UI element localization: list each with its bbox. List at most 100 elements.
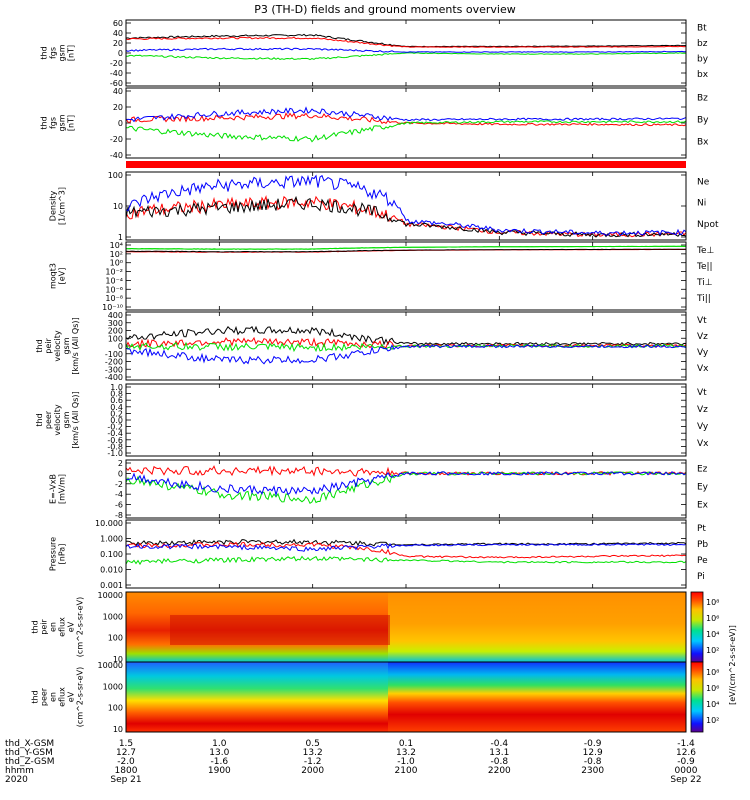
series-Bt — [125, 33, 687, 48]
orbit-value: 13.1 — [489, 748, 509, 758]
orbit-value: -1.0 — [397, 757, 415, 767]
panel-density: 100 10 1 Density [1/cm^3] Ne Ni Npot — [49, 171, 719, 242]
legend-Vx: Vx — [697, 439, 709, 449]
orbit-value: -0.8 — [491, 757, 509, 767]
series-Te|| — [125, 248, 686, 253]
orbit-value: -0.8 — [584, 757, 602, 767]
ylabel-line: thd — [40, 116, 49, 129]
legend-Bz: Bz — [697, 94, 708, 104]
legend-Vy: Vy — [697, 422, 709, 432]
panel-frame — [125, 171, 687, 241]
series-Vt — [125, 325, 687, 346]
ytick-label: 10.000 — [95, 519, 123, 528]
ytick-label: -100 — [105, 350, 123, 359]
date-end: Sep 22 — [670, 775, 701, 785]
series-Ni — [125, 195, 687, 238]
panel-frame — [125, 383, 687, 457]
ytick-label: 1 — [118, 233, 123, 242]
ytick-label: 0.010 — [100, 566, 123, 575]
series-Pt — [125, 538, 687, 547]
ytick-label: -40 — [110, 69, 123, 78]
ytick-label: -0.2 — [107, 423, 123, 432]
ytick-label: -20 — [110, 135, 123, 144]
ytick-label: 0 — [118, 49, 123, 58]
orbit-value: 13.2 — [396, 748, 416, 758]
ylabel-line: [nPa] — [58, 544, 67, 565]
ylabel-line: [mV/m] — [58, 474, 67, 504]
ylabel-line: fgs — [49, 47, 58, 59]
ylabel-line: eflux — [58, 617, 67, 637]
panel-efield: 20 -2-4 -6-8 E=-VxB [mV/m] Ez Ey Ex — [49, 459, 709, 520]
ylabel-line: peer — [40, 687, 49, 706]
ylabel-line: E=-VxB — [49, 474, 58, 504]
ytick-label: 10000 — [98, 661, 123, 670]
ytick-label: -6 — [115, 501, 123, 510]
legend-Ez: Ez — [697, 464, 708, 474]
series-Pb — [125, 541, 687, 559]
orbit-value: 13.0 — [209, 748, 229, 758]
ytick-label: 10000 — [98, 591, 123, 600]
ytick-label: 400 — [108, 311, 123, 320]
time-tick-label: 2200 — [488, 766, 511, 776]
orbit-row-label: thd_Y-GSM — [5, 748, 53, 758]
legend-Ti||: Ti|| — [696, 294, 711, 304]
ylabel-line: eflux — [58, 687, 67, 707]
ytick-label: 0.001 — [100, 581, 123, 590]
orbit-value: 1.0 — [212, 739, 227, 749]
legend-Vz: Vz — [697, 332, 708, 342]
panel-frame — [125, 311, 687, 381]
orbit-value: -2.0 — [117, 757, 135, 767]
ytick-label: 100 — [108, 334, 123, 343]
orbit-value: 1.5 — [119, 739, 133, 749]
orbit-value: -0.4 — [491, 739, 509, 749]
ylabel-line: gsm — [58, 44, 67, 61]
ytick-label: 2 — [118, 459, 123, 468]
ylabel-line: [nT] — [67, 115, 76, 131]
hhmm-label: hhmm — [5, 766, 34, 776]
series-bz — [125, 36, 687, 48]
ytick-label: -8 — [115, 511, 123, 520]
panel-frame — [125, 87, 687, 159]
time-tick-label: 0000 — [675, 766, 698, 776]
ytick-label: 10² — [110, 250, 123, 259]
ytick-label: 10⁻⁴ — [105, 276, 123, 285]
legend-Te⊥: Te⊥ — [696, 246, 715, 256]
ylabel-line: Pressure — [49, 537, 58, 571]
ytick-label: 20 — [113, 103, 123, 112]
panel-pressure: 10.000 1.000 0.100 0.010 0.001 Pressure [nPa] P… — [49, 519, 709, 590]
colorbar-label: [eV/(cm^2-s-sr-eV)] — [728, 625, 737, 705]
ytick-label: -400 — [105, 373, 123, 382]
ytick-label: 40 — [113, 87, 123, 96]
legend-Te||: Te|| — [696, 262, 713, 272]
ylabel-line: (cm^2-s-sr-eV) — [76, 667, 85, 727]
ytick-label: 300 — [108, 319, 123, 328]
ylabel-line: fgs — [49, 117, 58, 129]
colorbar-ticks: 10⁸ 10⁶ 10⁴ 10² 10⁸ 10⁶ 10⁴ 10² — [706, 598, 719, 725]
ylabel-line: [km/s (All Qs)] — [71, 391, 80, 448]
orbit-value: -1.2 — [304, 757, 322, 767]
electron-spectrogram-early — [126, 662, 388, 732]
series-Npot — [125, 174, 687, 236]
colorbar-upper — [690, 591, 704, 663]
ytick-label: 1.000 — [100, 535, 123, 544]
panel-frame — [125, 519, 687, 589]
legend-bz: bz — [697, 39, 708, 49]
time-tick-label: 2100 — [395, 766, 418, 776]
ytick-label: -0.4 — [107, 429, 123, 438]
ylabel-line: en — [49, 692, 58, 702]
orbit-value: 12.6 — [676, 748, 696, 758]
legend-Bt: Bt — [697, 24, 707, 34]
ion-spectrogram — [125, 591, 687, 663]
colorbar-tick: 10² — [706, 646, 719, 655]
series-bx — [125, 47, 687, 53]
ytick-label: -1.0 — [107, 449, 123, 458]
ylabel-line: thd — [31, 690, 40, 703]
legend-Ne: Ne — [697, 177, 710, 187]
colorbar-tick: 10⁴ — [706, 700, 719, 709]
ylabel-line: velocity — [53, 404, 62, 436]
legend-Ti⊥: Ti⊥ — [696, 278, 713, 288]
ylabel-line: eV — [67, 691, 76, 702]
